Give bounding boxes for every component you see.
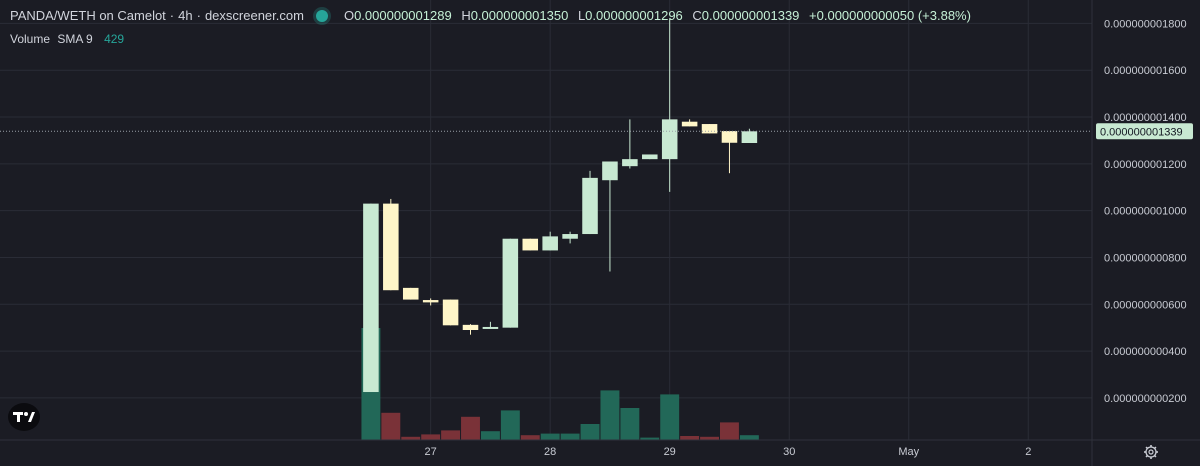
low-value: 0.000000001296 (585, 8, 683, 23)
volume-bar (640, 437, 660, 440)
price-tick-label: 0.000000000200 (1104, 393, 1187, 405)
chart-grid (0, 0, 1092, 440)
time-tick-label: 29 (664, 446, 676, 458)
volume-bar (680, 436, 700, 440)
gear-tooth (1145, 454, 1149, 458)
volume-bar (700, 436, 720, 440)
market-status-icon (315, 9, 328, 22)
price-tick-label: 0.000000001800 (1104, 18, 1187, 30)
low-key: L (577, 8, 586, 23)
candle-body (661, 119, 678, 160)
open-value: 0.000000001289 (354, 8, 452, 23)
volume-bar (580, 424, 600, 440)
current-price-badge (1096, 123, 1193, 140)
volume-bar (540, 433, 560, 440)
price-axis: 0.000000000200 0.000000000400 0.0000000006… (1091, 0, 1187, 466)
candlesticks (363, 18, 758, 393)
gear-hub (1148, 449, 1154, 455)
time-tick-label: May (898, 446, 919, 458)
volume-bar (520, 435, 540, 440)
legend-separator: · (196, 8, 201, 23)
candle-body (462, 324, 479, 330)
volume-bar (421, 434, 441, 440)
price-tick-label: 0.000000001000 (1104, 206, 1187, 218)
price-tick-label: 0.000000000600 (1104, 299, 1187, 311)
candle-body (502, 238, 519, 328)
candle-body (642, 154, 658, 160)
candle-body (383, 203, 399, 291)
open-key: O (343, 8, 355, 23)
candle-body (562, 234, 578, 239)
volume-bar (381, 412, 401, 440)
time-axis: 27 28 29 30 May 2 (0, 439, 1200, 459)
volume-bar (720, 422, 739, 440)
volume-legend[interactable]: Volume SMA 9 429 (10, 32, 124, 46)
chart-legend: PANDA/WETH on Camelot · 4h · dexscreener… (10, 8, 971, 23)
time-tick-label: 28 (544, 446, 556, 458)
volume-bar (401, 436, 421, 440)
candle-body (622, 159, 638, 167)
candle-body (542, 236, 558, 251)
price-tick-label: 0.000000001400 (1104, 112, 1187, 124)
current-price-line: 0.000000001339 (0, 123, 1193, 140)
gear-tooth (1145, 446, 1149, 450)
close-key: C (692, 8, 702, 23)
change-value: +0.000000000050 (+3.88%) (809, 8, 971, 23)
candle-body (741, 131, 758, 143)
candle-body (522, 238, 539, 251)
volume-bar (600, 390, 620, 440)
volume-label: Volume (10, 32, 51, 46)
candle-body (402, 287, 419, 300)
candle-body (582, 177, 598, 235)
volume-sma-label: SMA 9 (57, 32, 93, 46)
volume-bar (739, 435, 759, 440)
time-tick-label: 30 (783, 446, 795, 458)
candle-body (602, 161, 618, 181)
high-key: H (461, 8, 471, 23)
candle-body (482, 326, 499, 329)
candle-body (363, 203, 379, 393)
price-tick-label: 0.000000001600 (1104, 65, 1187, 77)
price-tick-label: 0.000000000800 (1104, 252, 1187, 264)
price-tick-label: 0.000000001200 (1104, 159, 1187, 171)
volume-bar (461, 416, 480, 440)
gear-ring (1145, 446, 1157, 458)
source-label: dexscreener.com (204, 8, 304, 23)
interval-label: 4h (178, 8, 193, 23)
gear-tooth (1153, 454, 1157, 458)
current-price-label: 0.000000001339 (1100, 126, 1183, 138)
tradingview-logo-icon[interactable] (8, 403, 40, 431)
candle-body (681, 121, 698, 127)
volume-bars (361, 328, 759, 440)
volume-sma-value: 429 (104, 32, 125, 46)
volume-bar (480, 431, 500, 440)
candle-body (721, 131, 738, 143)
candle-body (701, 124, 718, 134)
volume-bar (560, 433, 580, 440)
candle-body (422, 300, 439, 303)
ohlc-values: O0.000000001289 H0.000000001350 L0.00000… (344, 8, 971, 23)
time-tick-label: 2 (1025, 446, 1031, 458)
close-value: 0.000000001339 (701, 8, 800, 23)
candle-body (442, 299, 459, 326)
gear-icon[interactable] (1144, 445, 1158, 459)
legend-separator: · (169, 8, 175, 23)
pair-title: PANDA/WETH on Camelot (10, 8, 166, 23)
volume-bar (500, 410, 520, 440)
gear-tooth (1153, 446, 1157, 450)
volume-bar (620, 408, 640, 440)
time-tick-label: 27 (425, 446, 437, 458)
volume-bar (441, 430, 461, 440)
price-tick-label: 0.000000000400 (1104, 346, 1187, 358)
volume-bar (660, 394, 680, 440)
high-value: 0.000000001350 (470, 8, 569, 23)
